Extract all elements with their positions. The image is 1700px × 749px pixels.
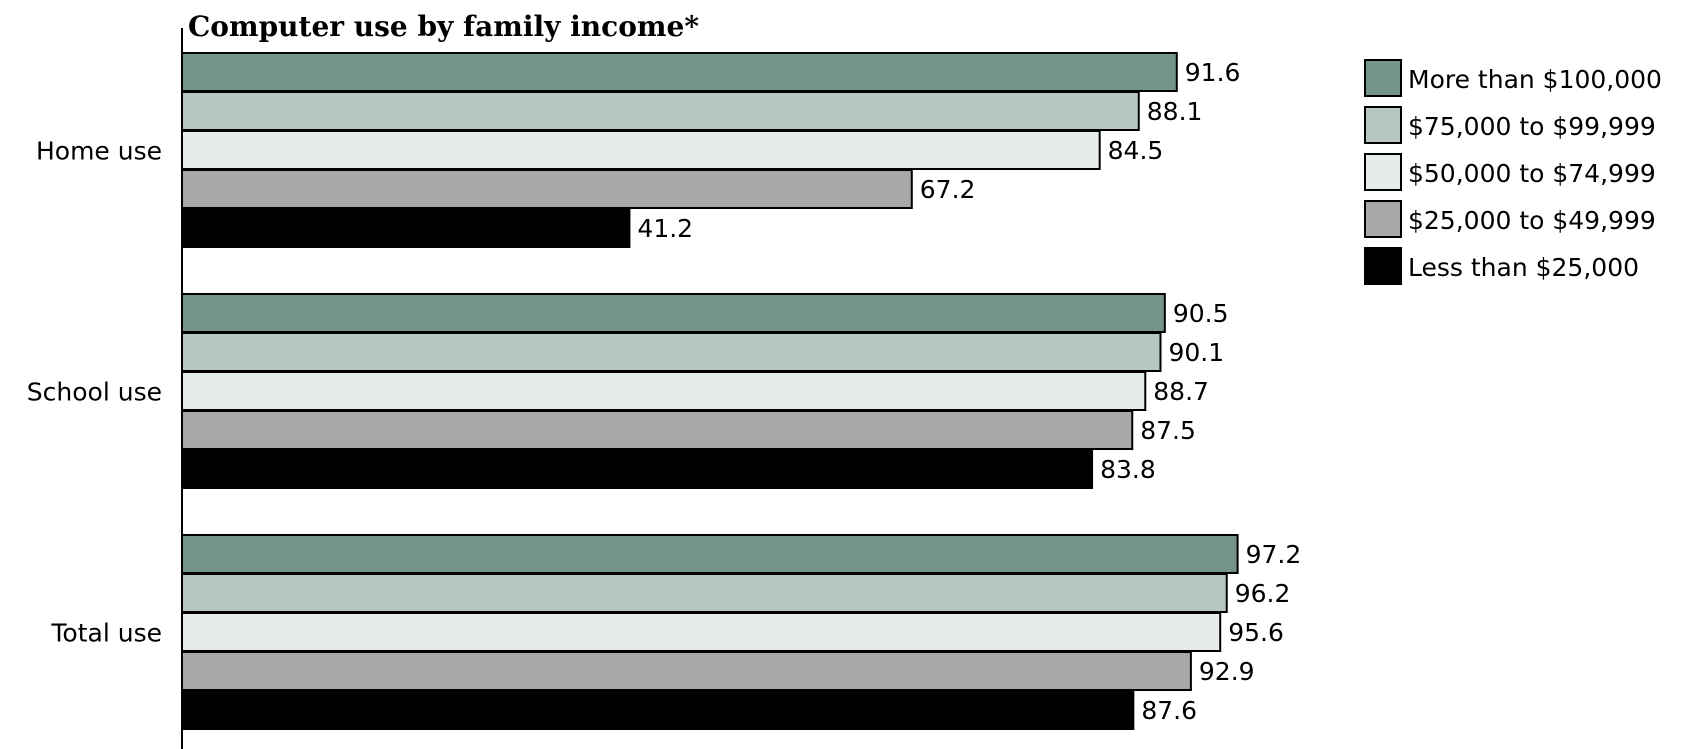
bar-area: 91.6 88.1 84.5 67.2 41.2 90.5 90.1 88.7 87.5 83.8… — [181, 52, 1302, 730]
bar — [181, 371, 1147, 411]
legend-label: More than $100,000 — [1408, 65, 1662, 94]
category-label: School use — [27, 378, 162, 407]
category-label: Total use — [50, 619, 162, 648]
bar — [181, 651, 1192, 691]
data-label: 87.6 — [1141, 696, 1197, 725]
data-label: 88.1 — [1147, 97, 1203, 126]
bar — [181, 410, 1134, 450]
data-label: 90.5 — [1173, 299, 1229, 328]
data-label: 87.5 — [1140, 416, 1196, 445]
bar — [181, 293, 1166, 333]
bar — [181, 573, 1228, 613]
legend: More than $100,000 $75,000 to $99,999 $50,… — [1364, 59, 1662, 285]
bar — [181, 534, 1239, 574]
bar — [181, 52, 1178, 92]
bar — [181, 130, 1101, 170]
data-label: 92.9 — [1199, 657, 1255, 686]
legend-label: $75,000 to $99,999 — [1408, 112, 1656, 141]
data-label: 97.2 — [1246, 540, 1302, 569]
chart-title: Computer use by family income* — [188, 10, 699, 43]
category-labels: Home use School use Total use — [27, 137, 162, 648]
data-label: 91.6 — [1185, 58, 1241, 87]
bar — [181, 332, 1162, 372]
bar — [181, 91, 1140, 131]
bar — [181, 169, 913, 209]
legend-label: Less than $25,000 — [1408, 253, 1639, 282]
data-label: 95.6 — [1228, 618, 1284, 647]
data-label: 84.5 — [1108, 136, 1164, 165]
data-label: 96.2 — [1235, 579, 1291, 608]
legend-swatch — [1364, 59, 1402, 97]
bar — [181, 208, 631, 248]
bar — [181, 612, 1222, 652]
data-label: 83.8 — [1100, 455, 1156, 484]
bar — [181, 690, 1135, 730]
category-label: Home use — [36, 137, 162, 166]
legend-label: $50,000 to $74,999 — [1408, 159, 1656, 188]
legend-swatch — [1364, 200, 1402, 238]
data-label: 90.1 — [1168, 338, 1224, 367]
data-label: 88.7 — [1153, 377, 1209, 406]
legend-swatch — [1364, 106, 1402, 144]
legend-swatch — [1364, 247, 1402, 285]
bar — [181, 449, 1094, 489]
data-label: 41.2 — [637, 214, 693, 243]
legend-label: $25,000 to $49,999 — [1408, 206, 1656, 235]
data-label: 67.2 — [920, 175, 976, 204]
legend-swatch — [1364, 153, 1402, 191]
